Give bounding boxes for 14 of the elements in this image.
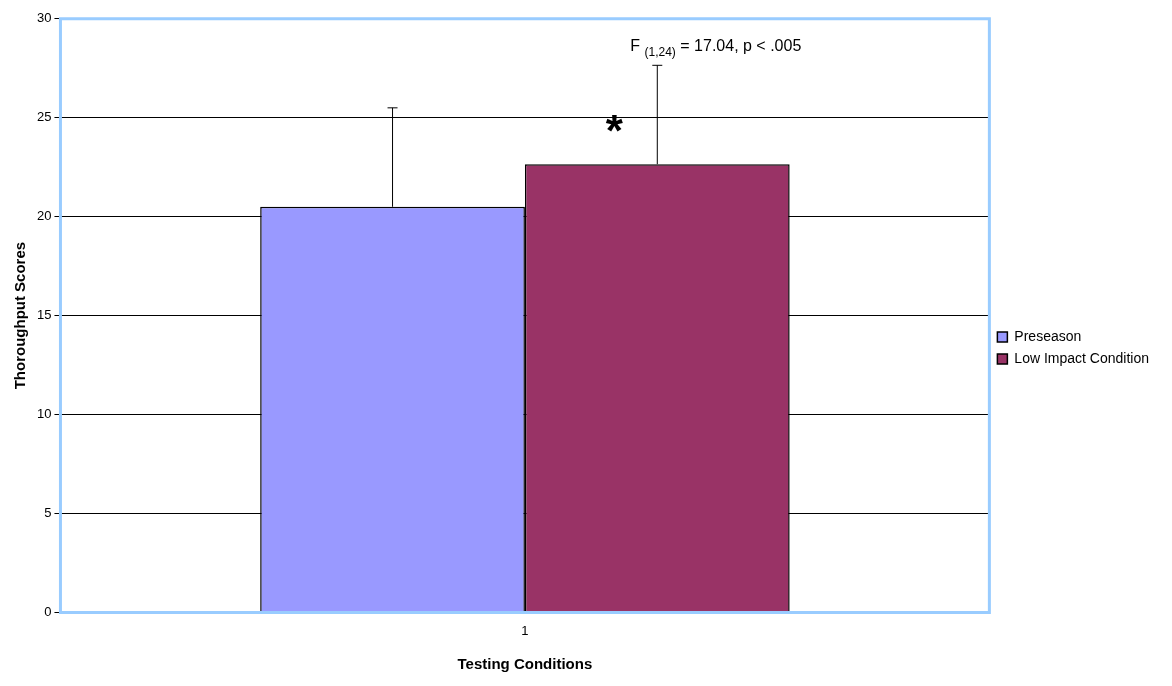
y-axis-title: Thoroughput Scores — [11, 241, 29, 390]
legend-label: Preseason — [1014, 327, 1082, 344]
annotation: F (1,24) = 17.04, p < .005 — [630, 36, 802, 59]
x-axis-title: Testing Conditions — [457, 655, 593, 673]
y-tick-label: 20 — [36, 208, 52, 224]
y-tick-label: 5 — [44, 505, 52, 521]
legend-label: Low Impact Condition — [1014, 349, 1150, 366]
y-tick-label: 15 — [36, 307, 52, 323]
x-tick-label: 1 — [521, 622, 529, 638]
y-tick-label: 10 — [36, 406, 52, 422]
annotation: * — [605, 105, 624, 155]
y-tick-label: 0 — [44, 603, 52, 619]
y-tick-label: 30 — [36, 10, 52, 26]
y-tick-label: 25 — [36, 109, 52, 125]
